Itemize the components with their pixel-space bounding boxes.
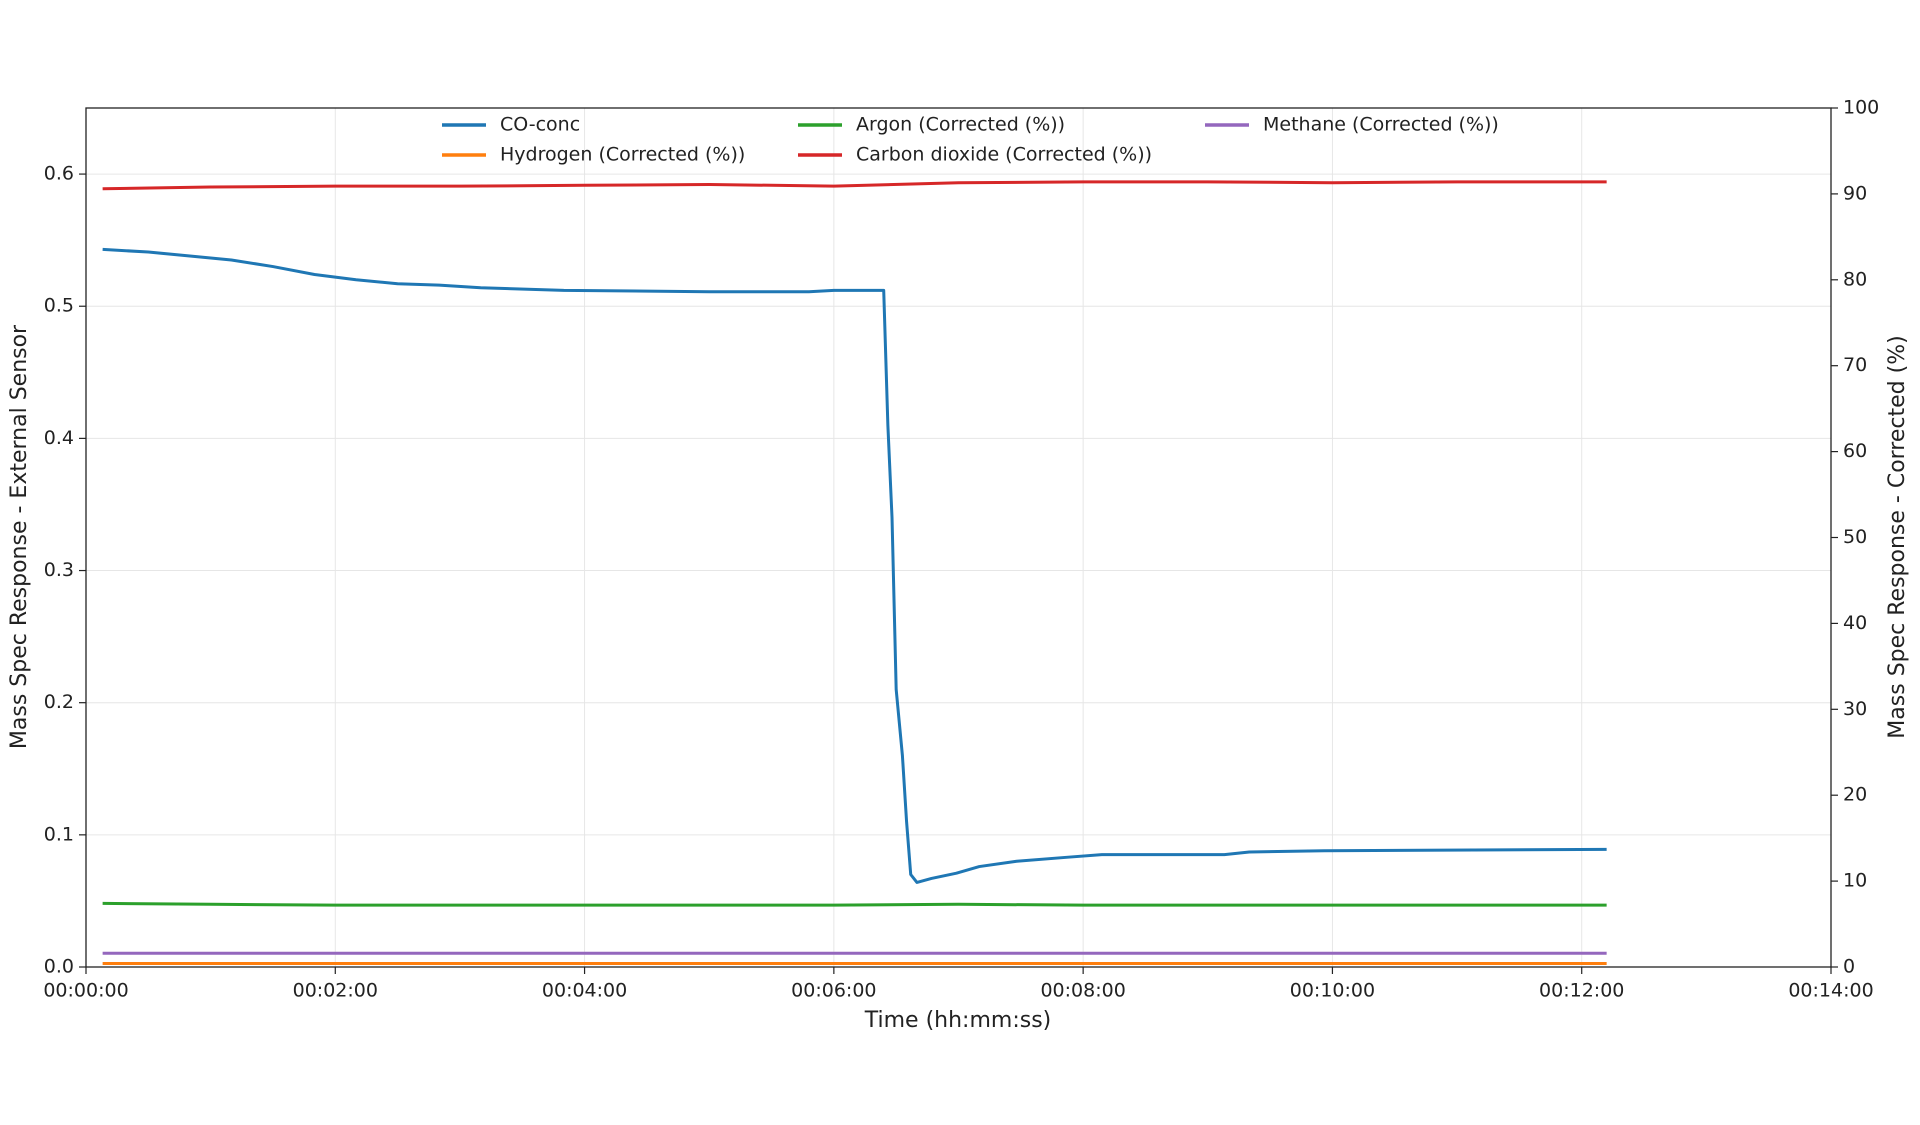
y2-tick-label: 90 xyxy=(1843,182,1867,204)
y-tick-label: 0.0 xyxy=(44,956,74,978)
x-tick-label: 00:06:00 xyxy=(791,980,876,1002)
y2-tick-label: 20 xyxy=(1843,784,1867,806)
x-tick-label: 00:00:00 xyxy=(43,980,128,1002)
y2-tick-label: 30 xyxy=(1843,698,1867,720)
legend-label: Carbon dioxide (Corrected (%)) xyxy=(856,144,1152,166)
y2-tick-label: 50 xyxy=(1843,526,1867,548)
y-tick-label: 0.3 xyxy=(44,559,74,581)
legend-label: CO-conc xyxy=(500,114,580,136)
x-tick-label: 00:14:00 xyxy=(1788,980,1873,1002)
x-axis-label: Time (hh:mm:ss) xyxy=(864,1008,1052,1033)
y2-tick-label: 0 xyxy=(1843,956,1855,978)
legend-label: Argon (Corrected (%)) xyxy=(856,114,1065,136)
x-tick-label: 00:10:00 xyxy=(1290,980,1375,1002)
y-tick-label: 0.1 xyxy=(44,823,74,845)
series-line xyxy=(102,901,1607,907)
plot-frame xyxy=(85,107,1832,968)
y2-tick-label: 60 xyxy=(1843,440,1867,462)
y-tick-label: 0.6 xyxy=(44,163,74,185)
y2-tick-label: 100 xyxy=(1843,97,1879,119)
x-tick-label: 00:04:00 xyxy=(542,980,627,1002)
y-tick-label: 0.2 xyxy=(44,691,74,713)
series-line xyxy=(102,180,1607,191)
x-tick-label: 00:12:00 xyxy=(1539,980,1624,1002)
x-tick-label: 00:08:00 xyxy=(1040,980,1125,1002)
y2-axis-label: Mass Spec Response - Corrected (%) xyxy=(1885,335,1910,738)
y2-tick-label: 80 xyxy=(1843,268,1867,290)
y2-tick-label: 70 xyxy=(1843,354,1867,376)
y-axis-label: Mass Spec Response - External Sensor xyxy=(7,324,32,749)
y2-tick-label: 10 xyxy=(1843,870,1867,892)
legend-label: Hydrogen (Corrected (%)) xyxy=(500,144,745,166)
x-tick-label: 00:02:00 xyxy=(293,980,378,1002)
y-tick-label: 0.4 xyxy=(44,427,74,449)
y-tick-label: 0.5 xyxy=(44,295,74,317)
legend-label: Methane (Corrected (%)) xyxy=(1263,114,1499,136)
series-line xyxy=(102,247,1607,884)
y2-tick-label: 40 xyxy=(1843,612,1867,634)
